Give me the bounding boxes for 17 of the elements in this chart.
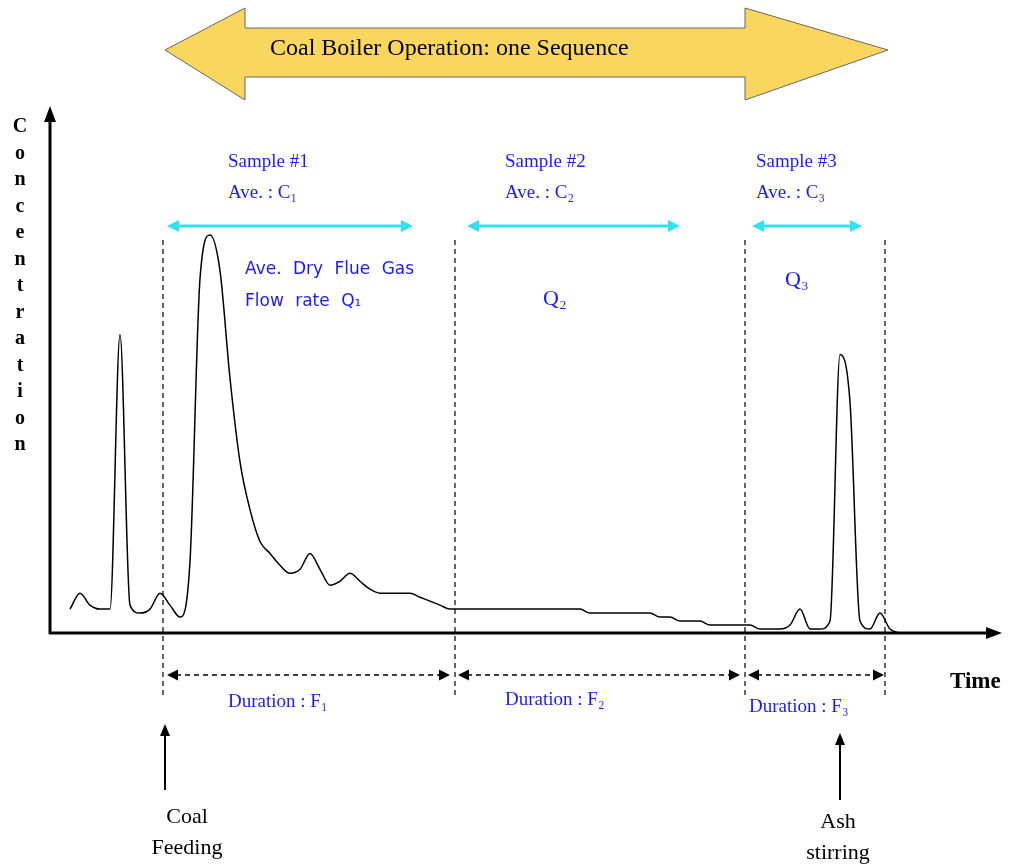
annotation: Q₂ (543, 285, 567, 311)
text: Ave. : C₁ (228, 181, 298, 203)
text: Ave. : C₃ (756, 181, 826, 203)
text: Ave. : C₂ (505, 181, 575, 203)
text: Sample #3 (756, 150, 837, 172)
text: Coal Feeding (150, 802, 224, 861)
annotation: Q₃ (785, 266, 809, 292)
text: Ash stirring (805, 807, 871, 866)
chart-title: Coal Boiler Operation: one Sequence (270, 34, 629, 61)
text: Concentration (12, 114, 28, 454)
text: Sample #2 (505, 150, 586, 172)
text: Duration : F₂ (505, 688, 605, 710)
text: Sample #1 (228, 150, 309, 172)
text: Duration : F₃ (749, 695, 849, 717)
annotation: Ave. Dry Flue Gas Flow rate Q₁ (245, 257, 416, 312)
text: Duration : F₁ (228, 690, 328, 712)
x-axis-title: Time (950, 668, 1001, 694)
